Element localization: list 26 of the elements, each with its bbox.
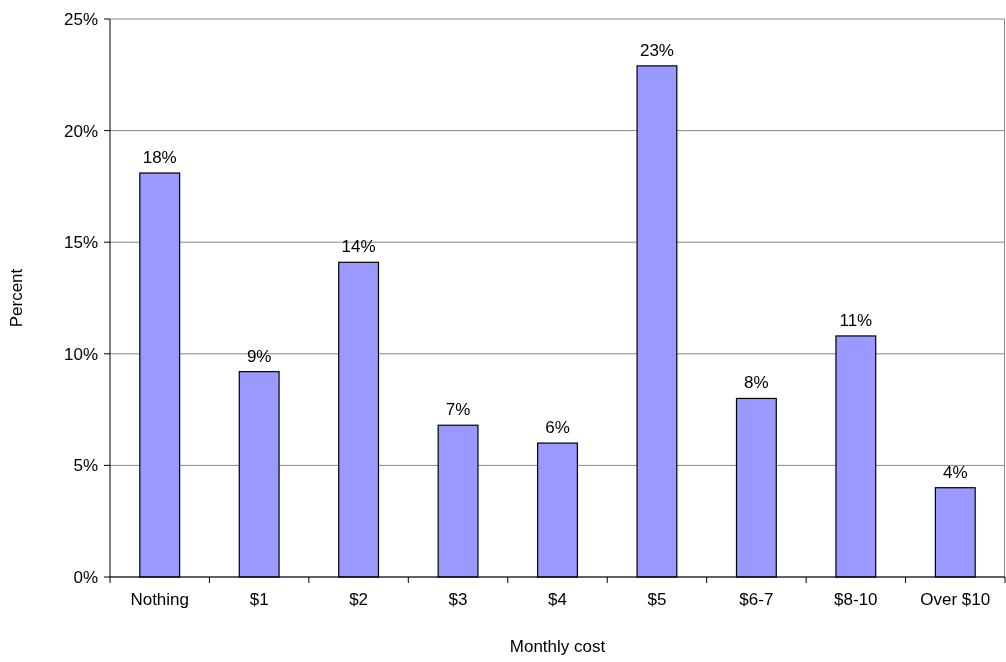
data-label: 6% <box>545 418 570 438</box>
data-label: 11% <box>839 310 873 330</box>
x-tick-label: $1 <box>249 590 269 609</box>
y-axis-title: Percent <box>7 268 26 328</box>
data-label: 7% <box>445 400 471 420</box>
y-tick-label: 5% <box>73 456 98 476</box>
x-tick-label: $6-7 <box>739 590 774 609</box>
data-label: 4% <box>942 462 968 482</box>
data-label: 14% <box>341 237 376 257</box>
y-tick-label: 0% <box>73 567 98 587</box>
x-tick-label: Nothing <box>130 590 190 609</box>
x-tick-label: $4 <box>548 590 567 609</box>
data-label: 9% <box>246 346 272 366</box>
data-label: 8% <box>744 373 769 393</box>
x-tick-label: $5 <box>647 590 667 609</box>
y-tick-label: 10% <box>63 344 98 364</box>
x-tick-label: Over $10 <box>920 590 991 609</box>
y-tick-label: 20% <box>63 121 98 141</box>
x-axis-title: Monthly cost <box>509 637 606 656</box>
y-tick-label: 25% <box>63 9 98 29</box>
data-label: 18% <box>142 148 177 168</box>
y-tick-label: 15% <box>63 233 98 253</box>
x-tick-label: $3 <box>448 590 468 609</box>
x-tick-label: $2 <box>349 590 369 609</box>
x-tick-label: $8-10 <box>834 590 878 609</box>
data-label: 23% <box>639 40 674 60</box>
